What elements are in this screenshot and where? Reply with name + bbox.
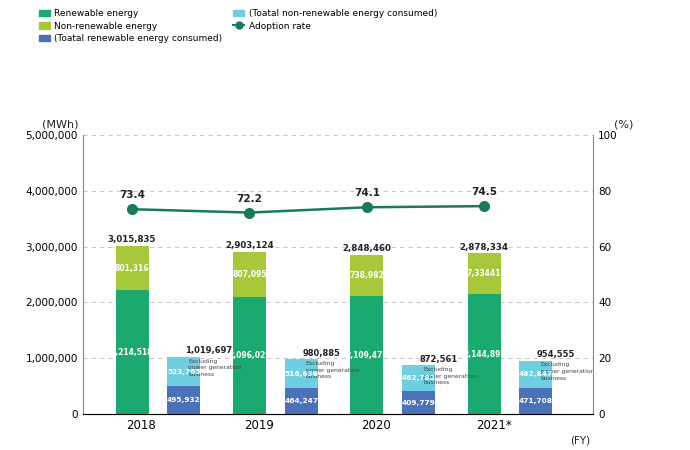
Text: Excluding
power generation
business: Excluding power generation business [540,362,594,381]
Text: 495,932: 495,932 [167,397,201,403]
Text: Excluding
power generation
business: Excluding power generation business [423,367,477,385]
Bar [116,246,148,290]
Bar [351,255,383,296]
Bar [167,387,200,414]
Text: 482,847: 482,847 [519,371,553,377]
Text: 2,903,124: 2,903,124 [225,241,274,250]
Bar [468,253,501,294]
Text: 2,214,518: 2,214,518 [111,348,153,357]
Text: 523,765: 523,765 [167,369,201,375]
Text: 462,782: 462,782 [402,375,435,381]
Text: 409,779: 409,779 [402,400,435,405]
Text: 801,316: 801,316 [115,264,149,273]
Text: 74.5: 74.5 [471,187,497,197]
Text: 2,848,460: 2,848,460 [342,244,391,253]
Text: 2,144,893: 2,144,893 [463,350,506,359]
Legend: Renewable energy, Non-renewable energy, (Toatal renewable energy consumed), (Toa: Renewable energy, Non-renewable energy, … [39,9,437,43]
Text: 471,708: 471,708 [519,398,553,404]
Bar [233,252,266,297]
Text: Excluding
power generation
business: Excluding power generation business [306,361,359,379]
Bar [402,391,435,414]
Text: 954,555: 954,555 [537,350,575,359]
Text: 980,885: 980,885 [302,349,340,358]
Text: 2,878,334: 2,878,334 [460,243,509,252]
Bar [167,357,200,387]
Bar [468,294,501,414]
Text: 872,561: 872,561 [420,355,458,364]
Text: 464,247: 464,247 [284,398,318,404]
Text: 2,109,478: 2,109,478 [346,351,388,360]
Bar [520,388,552,414]
Text: Excluding
power generation
business: Excluding power generation business [188,359,241,377]
Text: 7,33441: 7,33441 [467,270,502,279]
Bar [351,296,383,414]
Text: 516,638: 516,638 [284,371,318,377]
Bar [116,290,148,414]
Bar [520,361,552,388]
Text: 3,015,835: 3,015,835 [108,235,157,244]
Bar [233,297,266,414]
Text: 72.2: 72.2 [237,194,262,204]
Text: 74.1: 74.1 [354,189,380,198]
Text: 1,019,697: 1,019,697 [185,346,232,356]
Text: (%): (%) [614,119,633,130]
Text: 807,095: 807,095 [233,270,267,279]
Text: (MWh): (MWh) [42,119,79,130]
Bar [285,388,317,414]
Text: (FY): (FY) [570,435,590,445]
Bar [402,365,435,391]
Text: 2,096,029: 2,096,029 [228,351,270,360]
Text: 738,982: 738,982 [349,271,384,280]
Bar [285,359,317,388]
Text: 73.4: 73.4 [119,190,145,200]
